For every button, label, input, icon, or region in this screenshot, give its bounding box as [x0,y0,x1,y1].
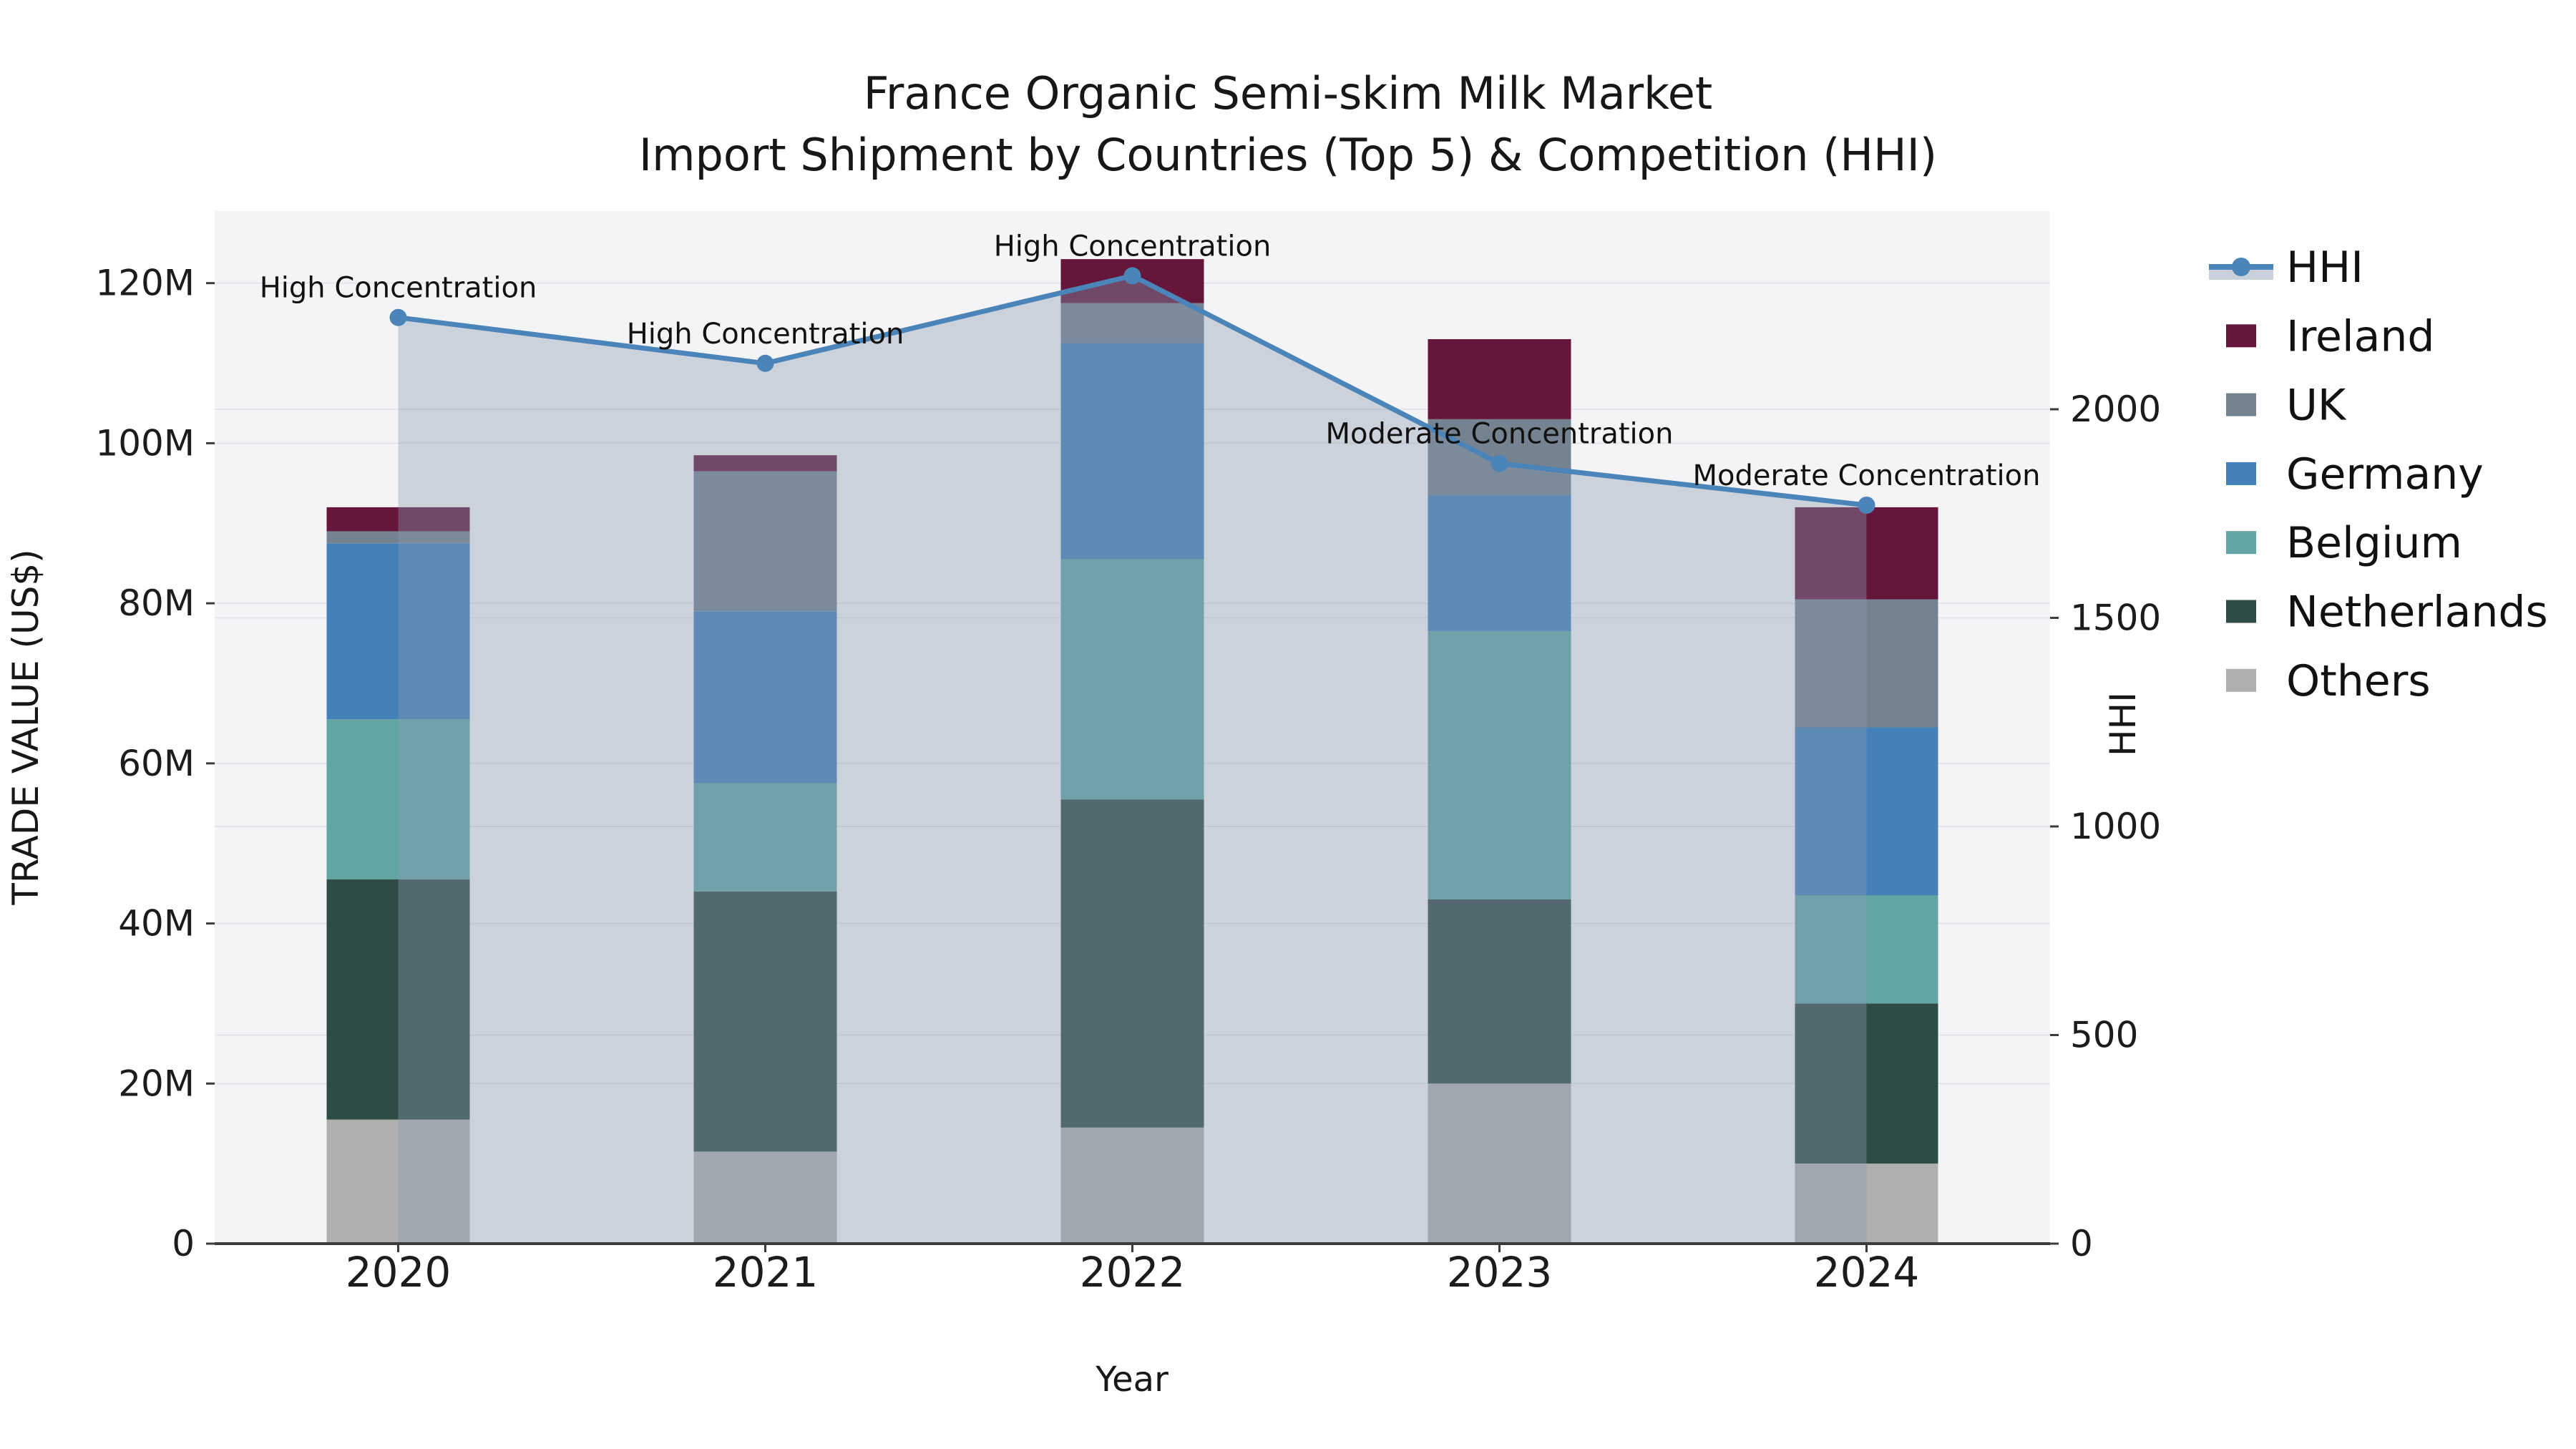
bar-segment-2021-belgium [693,783,837,892]
x-tick-label-2023: 2023 [1447,1248,1553,1297]
bar-segment-2023-netherlands [1428,899,1571,1084]
legend-swatch-ireland [2226,324,2256,348]
x-tick-label-2024: 2024 [1814,1248,1920,1297]
legend-label-germany: Germany [2286,449,2484,499]
annotation-2023: Moderate Concentration [1326,418,1674,451]
y-tick-label-right-2000: 2000 [2070,389,2161,430]
legend-swatch-others [2226,668,2256,692]
hhi-marker-2020 [389,308,407,326]
bar-segment-2023-germany [1428,495,1571,632]
bar-segment-2020-netherlands [326,879,470,1120]
bar-segment-2021-uk [693,471,837,612]
annotation-2021: High Concentration [627,318,904,351]
legend-entry-others: Others [2226,656,2431,706]
bar-segment-2021-netherlands [693,891,837,1152]
legend-label-hhi: HHI [2286,243,2363,293]
x-tick-label-2022: 2022 [1080,1248,1186,1297]
y-tick-label-left-60M: 60M [118,743,195,784]
bar-segment-2022-uk [1060,303,1204,343]
chart-title-line1: France Organic Semi-skim Milk Market [863,67,1713,119]
bar-segment-2024-netherlands [1795,1003,1938,1164]
y-tick-label-left-40M: 40M [118,903,195,945]
bar-segment-2024-ireland [1795,507,1938,600]
bar-segment-2021-others [693,1151,837,1244]
bar-segment-2023-ireland [1428,338,1571,419]
y-tick-label-left-20M: 20M [118,1063,195,1104]
bar-segment-2024-belgium [1795,895,1938,1004]
hhi-area-fill [398,275,1867,1244]
bar-segment-2022-others [1060,1127,1204,1244]
annotation-2022: High Concentration [994,230,1272,263]
hhi-marker-2024 [1858,497,1875,514]
bar-segment-2020-others [326,1119,470,1244]
y-tick-label-left-100M: 100M [95,422,195,464]
y-axis-label-left: TRADE VALUE (US$) [5,549,47,905]
bar-segment-2020-ireland [326,507,470,532]
hhi-marker-2022 [1123,267,1141,285]
x-axis-label: Year [1096,1360,1169,1400]
legend-entry-ireland: Ireland [2226,311,2435,361]
bar-segment-2022-belgium [1060,559,1204,800]
y-tick-label-right-1000: 1000 [2070,806,2161,847]
legend-entry-hhi: HHI [2209,243,2363,293]
legend-hhi-marker [2232,258,2250,276]
y-axis-label-right: HHI [2102,692,2144,756]
x-tick-label-2020: 2020 [346,1248,452,1297]
legend-entry-germany: Germany [2226,449,2484,499]
y-tick-label-right-500: 500 [2070,1014,2138,1055]
y-tick-label-left-0: 0 [172,1223,195,1264]
legend-entry-netherlands: Netherlands [2226,587,2548,638]
legend-label-netherlands: Netherlands [2286,587,2548,638]
bar-segment-2021-ireland [693,455,837,472]
hhi-marker-2021 [756,354,774,372]
bar-segment-2024-germany [1795,727,1938,896]
legend-swatch-netherlands [2226,600,2256,623]
bar-segment-2024-others [1795,1163,1938,1244]
bar-segment-2021-germany [693,611,837,784]
bar-segment-2023-others [1428,1083,1571,1244]
bar-segment-2020-belgium [326,719,470,880]
legend-swatch-uk [2226,393,2256,416]
legend-swatch-germany [2226,462,2256,485]
legend-label-others: Others [2286,656,2431,706]
hhi-marker-2023 [1491,454,1508,472]
x-tick-label-2021: 2021 [713,1248,819,1297]
legend-label-belgium: Belgium [2286,518,2462,568]
y-tick-label-left-120M: 120M [95,263,195,304]
y-tick-label-right-0: 0 [2070,1223,2093,1264]
bar-segment-2023-belgium [1428,631,1571,899]
bar-segment-2022-netherlands [1060,799,1204,1128]
bar-segment-2024-uk [1795,599,1938,728]
legend-swatch-belgium [2226,531,2256,555]
bar-segment-2020-uk [326,531,470,544]
bar-segment-2022-germany [1060,343,1204,560]
chart-title-line2: Import Shipment by Countries (Top 5) & C… [638,129,1938,181]
legend-label-ireland: Ireland [2286,311,2435,361]
legend-entry-uk: UK [2226,381,2347,431]
legend-entry-belgium: Belgium [2226,518,2462,568]
annotation-2024: Moderate Concentration [1693,459,2041,492]
legend-label-uk: UK [2286,381,2347,431]
bar-segment-2020-germany [326,543,470,720]
annotation-2020: High Concentration [260,272,537,305]
y-tick-label-left-80M: 80M [118,582,195,624]
y-tick-label-right-1500: 1500 [2070,597,2161,638]
